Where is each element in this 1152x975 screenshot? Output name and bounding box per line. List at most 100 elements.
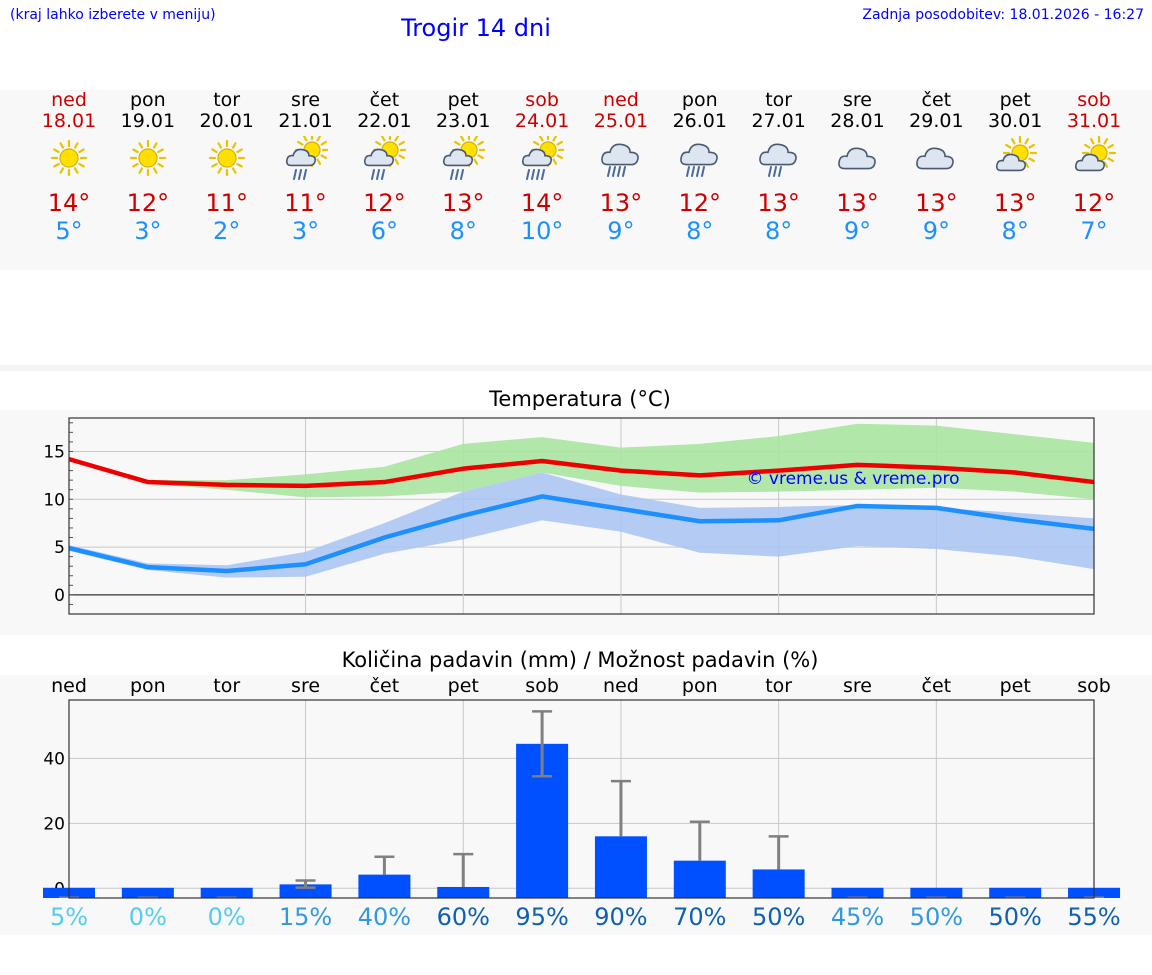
day-name: tor xyxy=(765,89,793,111)
precipitation-chart: 02040nedpontorsrečetpetsobnedpontorsreče… xyxy=(43,675,1121,899)
precip-probability: 15% xyxy=(278,903,333,931)
day-name: pon xyxy=(129,89,166,111)
x-day-label: sre xyxy=(291,675,320,697)
precip-bar xyxy=(121,887,174,898)
precip-bar xyxy=(910,887,963,898)
precip-probability: 95% xyxy=(515,903,569,931)
day-name: čet xyxy=(369,89,400,111)
precip-probability: 55% xyxy=(1067,903,1121,931)
temperature-chart-title: Temperatura (°C) xyxy=(489,387,671,411)
plot-frame xyxy=(68,417,1095,615)
temp-max: 13° xyxy=(599,189,643,217)
temp-min: 2° xyxy=(213,217,241,245)
sun-cloud-rain-icon xyxy=(285,136,328,180)
sun-shape xyxy=(50,139,88,177)
temp-min: 9° xyxy=(843,217,872,245)
x-day-label: pon xyxy=(682,675,718,697)
max-temp-line xyxy=(68,456,1095,489)
day-date: 25.01 xyxy=(593,110,649,132)
day-date: 29.01 xyxy=(909,110,964,132)
plot-frame xyxy=(68,699,1095,899)
temp-max: 13° xyxy=(915,189,958,217)
day-date: 26.01 xyxy=(672,110,727,132)
day-name: tor xyxy=(213,89,241,111)
x-day-label: tor xyxy=(213,675,240,697)
day-column: tor 20.01 11° 2° xyxy=(187,90,267,270)
temp-max: 13° xyxy=(441,189,485,217)
cloud-shape xyxy=(996,153,1027,172)
rain-drops xyxy=(450,169,465,180)
day-date: 27.01 xyxy=(751,110,806,132)
temp-max: 12° xyxy=(678,189,722,217)
temp-min: 3° xyxy=(291,217,320,245)
precip-bar xyxy=(437,886,490,898)
min-temp-line xyxy=(68,494,1095,574)
day-date: 22.01 xyxy=(357,110,412,132)
temp-max: 14° xyxy=(47,189,91,217)
day-name: ned xyxy=(51,89,87,111)
location-hint: (kraj lahko izberete v meniju) xyxy=(10,7,216,23)
x-day-label: sre xyxy=(843,675,872,697)
precip-probability: 50% xyxy=(751,903,806,931)
cloud-icon xyxy=(837,147,876,170)
day-name: sob xyxy=(1077,89,1111,111)
x-day-label: sob xyxy=(1077,675,1111,697)
temp-min: 5° xyxy=(55,217,83,245)
cloud-rain-icon xyxy=(758,143,797,177)
day-date: 24.01 xyxy=(514,110,570,132)
cloud-shape xyxy=(364,148,395,167)
temp-min: 7° xyxy=(1080,217,1108,245)
cloud-shape xyxy=(1075,153,1106,172)
y-tick-label: 5 xyxy=(54,538,65,558)
rain-drops xyxy=(371,169,386,180)
day-name: pon xyxy=(681,89,718,111)
sun-icon xyxy=(208,139,245,177)
day-column: tor 27.01 13° 8° xyxy=(739,90,819,270)
cloud-heavy-rain-icon xyxy=(679,143,718,177)
precip-bar xyxy=(200,887,253,898)
temp-min: 3° xyxy=(134,217,162,245)
daily-forecast-panel: ned 18.01 14° 5° pon 19.01 12° 3° tor 20.01 11° 2° s… xyxy=(0,90,1152,270)
day-date: 23.01 xyxy=(436,110,491,132)
day-date: 31.01 xyxy=(1066,110,1122,132)
temp-min: 8° xyxy=(765,217,793,245)
y-tick-label: 40 xyxy=(43,749,65,769)
temp-min: 6° xyxy=(370,217,399,245)
day-column: sre 21.01 11° 3° xyxy=(266,90,346,270)
precip-bar xyxy=(279,884,332,898)
day-column: pet 30.01 13° 8° xyxy=(975,90,1055,270)
y-tick-label: 20 xyxy=(43,814,65,834)
precip-probability: 60% xyxy=(436,903,490,931)
x-day-label: pet xyxy=(1000,675,1031,697)
sun-cloud-rain-icon xyxy=(443,136,486,180)
precip-probability: 45% xyxy=(830,903,885,931)
day-column: čet 22.01 12° 6° xyxy=(344,90,424,270)
temp-max: 13° xyxy=(993,189,1037,217)
day-name: čet xyxy=(921,89,952,111)
day-column: čet 29.01 13° 9° xyxy=(896,90,976,270)
temperature-chart: 0 5 10 15 © vreme.us & vreme.pro xyxy=(43,417,1095,615)
temp-min: 8° xyxy=(686,217,714,245)
temp-min: 10° xyxy=(520,217,564,245)
day-column: pon 19.01 12° 3° xyxy=(108,90,188,270)
rain-drops xyxy=(685,166,705,177)
sun-shape xyxy=(129,139,166,177)
day-column: sob 24.01 14° 10° xyxy=(502,90,582,270)
cloud-shape xyxy=(916,147,955,170)
precip-probability: 70% xyxy=(673,903,727,931)
temp-max: 13° xyxy=(836,189,879,217)
temp-min: 8° xyxy=(449,217,477,245)
precip-probability: 0% xyxy=(128,903,167,931)
day-name: pet xyxy=(447,89,479,111)
precip-bar xyxy=(594,836,647,898)
precip-bar xyxy=(358,874,411,898)
temp-max: 12° xyxy=(363,189,406,217)
precip-bar xyxy=(673,860,726,898)
day-column: pon 26.01 12° 8° xyxy=(660,90,740,270)
watermark: © vreme.us & vreme.pro xyxy=(746,469,959,489)
y-tick-label: 15 xyxy=(43,442,65,462)
sun-icon xyxy=(129,139,166,177)
cloud-shape xyxy=(758,143,797,166)
temp-min: 9° xyxy=(607,217,635,245)
precip-probability: 0% xyxy=(207,903,246,931)
